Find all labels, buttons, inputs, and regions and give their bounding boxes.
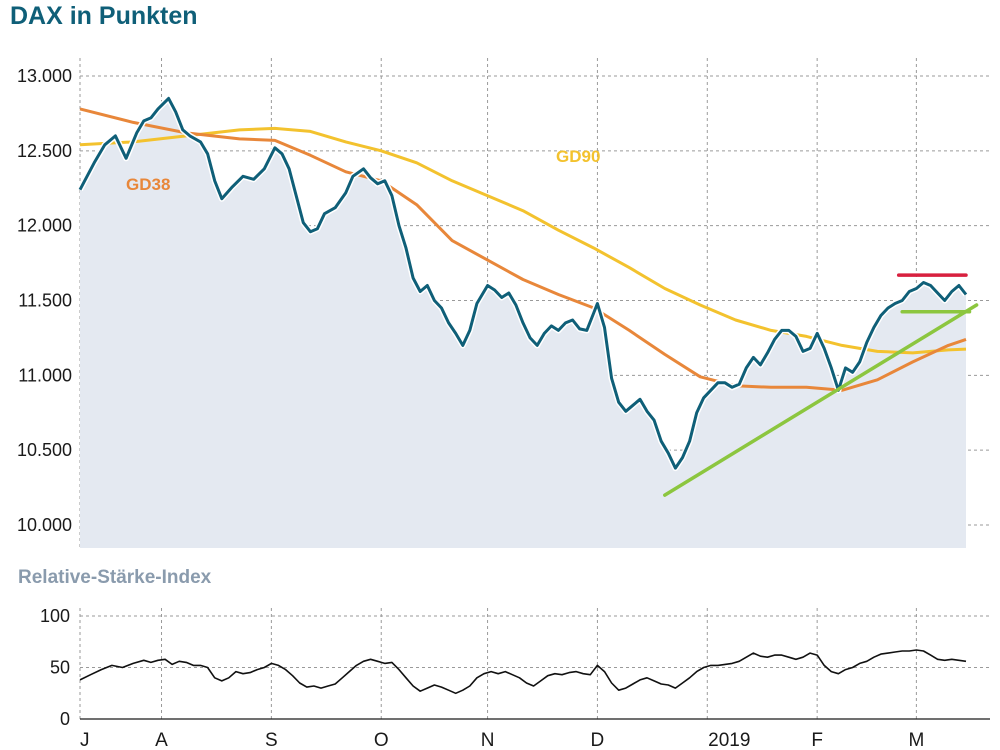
x-tick-label: O bbox=[374, 730, 389, 750]
rsi-grid bbox=[79, 608, 990, 720]
x-axis-months: J A S O N D 2019 F M bbox=[80, 730, 924, 750]
x-tick-label: 2019 bbox=[708, 730, 750, 750]
x-tick-label: M bbox=[908, 730, 924, 750]
y-tick-label: 10.000 bbox=[17, 515, 72, 535]
x-tick-label: N bbox=[481, 730, 495, 750]
dax-line bbox=[78, 96, 968, 470]
main-series bbox=[77, 95, 979, 497]
x-tick-label: A bbox=[155, 730, 168, 750]
rsi-title: Relative-Stärke-Index bbox=[18, 567, 212, 588]
y-tick-label: 13.000 bbox=[17, 66, 72, 86]
y-tick-label: 11.500 bbox=[18, 291, 72, 311]
gd38-line bbox=[79, 107, 967, 392]
gd90-label: GD90 bbox=[556, 147, 600, 166]
x-tick-label: S bbox=[265, 730, 278, 750]
rsi-y-tick-label: 100 bbox=[40, 606, 70, 626]
rsi-y-tick-label: 50 bbox=[50, 658, 70, 678]
x-tick-label: J bbox=[80, 730, 90, 750]
rsi-y-axis: 0 50 100 bbox=[40, 606, 70, 729]
chart-title: DAX in Punkten bbox=[10, 2, 198, 30]
gd38-label: GD38 bbox=[126, 175, 170, 194]
x-tick-label: F bbox=[811, 730, 823, 750]
support-trendline-line bbox=[663, 303, 979, 497]
y-tick-label: 12.500 bbox=[17, 141, 72, 161]
rsi-y-tick-label: 0 bbox=[60, 709, 70, 729]
y-tick-label: 12.000 bbox=[17, 216, 72, 236]
y-tick-label: 11.000 bbox=[18, 365, 72, 385]
rsi-series bbox=[79, 649, 967, 695]
gd90-line bbox=[79, 126, 967, 355]
y-tick-label: 10.500 bbox=[17, 440, 72, 460]
rsi-line bbox=[79, 649, 967, 695]
x-tick-label: D bbox=[591, 730, 605, 750]
main-y-axis: 10.000 10.500 11.000 11.500 12.000 12.500 13.0… bbox=[17, 66, 72, 535]
